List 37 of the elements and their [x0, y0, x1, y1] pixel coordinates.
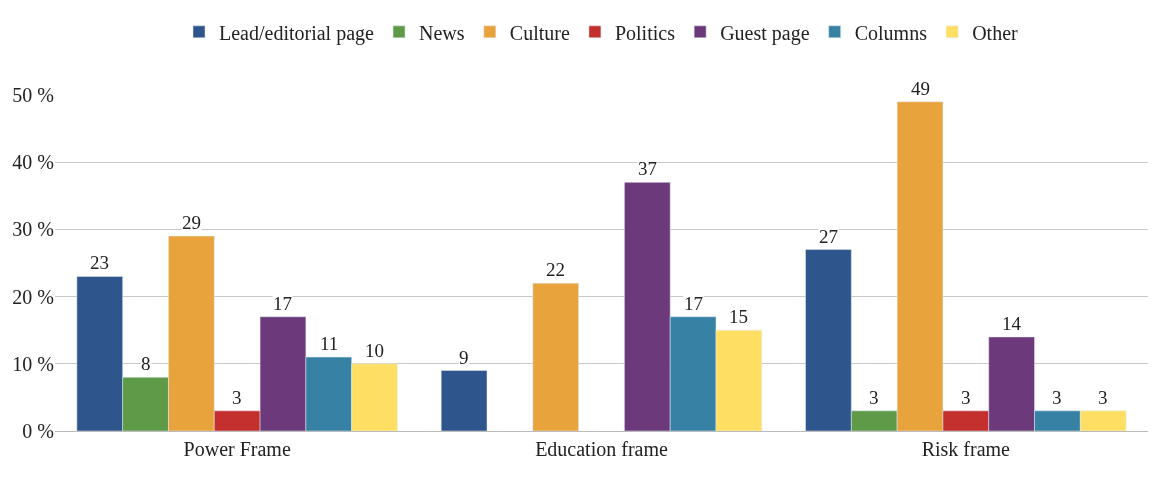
- data-label: 37: [638, 158, 657, 179]
- x-tick-label: Education frame: [535, 438, 668, 460]
- legend-label: Other: [972, 21, 1019, 44]
- legend-label: Lead/editorial page: [219, 21, 375, 45]
- data-label: 11: [320, 333, 339, 354]
- data-label: 10: [365, 340, 384, 361]
- data-label: 22: [546, 259, 565, 280]
- x-tick-label: Risk frame: [921, 438, 1011, 460]
- y-tick-label: 0 %: [22, 420, 54, 442]
- legend-label: Columns: [854, 21, 928, 44]
- data-label: 29: [182, 212, 201, 233]
- legend-label: Guest page: [720, 21, 810, 45]
- data-label: 3: [869, 387, 879, 408]
- data-label: 27: [819, 226, 838, 247]
- data-label: 15: [729, 306, 748, 327]
- legend-label: Culture: [509, 21, 570, 44]
- x-tick-label: Power Frame: [183, 438, 291, 460]
- data-label: 9: [459, 347, 469, 368]
- y-tick-label: 50 %: [12, 84, 54, 106]
- data-label: 3: [1052, 387, 1062, 408]
- y-tick-label: 40 %: [12, 151, 54, 174]
- data-label: 17: [273, 293, 292, 314]
- bar: [440, 370, 488, 431]
- data-label: 23: [90, 252, 109, 273]
- legend-label: Politics: [614, 21, 676, 44]
- bar: [532, 282, 579, 431]
- data-label: 8: [141, 353, 151, 374]
- data-label: 49: [911, 78, 930, 99]
- y-tick-label: 20 %: [12, 285, 54, 308]
- legend-label: News: [419, 21, 465, 44]
- data-label: 3: [961, 387, 971, 408]
- data-label: 17: [684, 293, 703, 314]
- data-label: 3: [232, 387, 242, 408]
- y-tick-label: 10 %: [12, 352, 54, 375]
- data-label: 14: [1002, 313, 1022, 334]
- data-label: 3: [1098, 387, 1108, 408]
- y-tick-label: 30 %: [12, 218, 54, 241]
